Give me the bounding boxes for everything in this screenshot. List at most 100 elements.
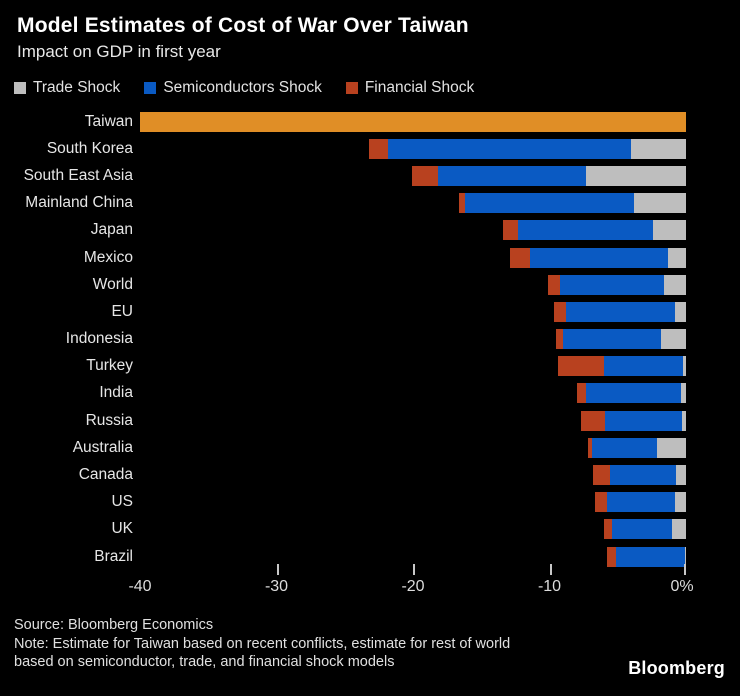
category-label: Australia xyxy=(72,438,133,456)
bar-segment-semiconductors xyxy=(437,165,587,186)
chart-row: Canada xyxy=(0,461,740,488)
bar-segment-taiwan-estimate xyxy=(140,111,686,132)
category-label: Mexico xyxy=(83,248,133,266)
category-label: UK xyxy=(111,520,133,538)
category-label: Canada xyxy=(78,466,133,484)
chart-rows: Taiwan South Korea South East Asia Mainland… xyxy=(0,108,740,570)
axis-tick-label: -10 xyxy=(537,578,562,596)
chart-row: EU xyxy=(0,298,740,325)
chart-row: Brazil xyxy=(0,543,740,570)
note-line-2: based on semiconductor, trade, and finan… xyxy=(14,654,395,671)
bar-segment-trade xyxy=(657,437,686,458)
bar-segment-financial xyxy=(548,274,561,295)
bar-segment-trade xyxy=(586,165,686,186)
chart-subtitle: Impact on GDP in first year xyxy=(17,42,221,61)
semiconductors-shock-swatch-icon xyxy=(144,82,157,94)
chart-row: UK xyxy=(0,516,740,543)
bar-segment-financial xyxy=(411,165,438,186)
chart-row: South Korea xyxy=(0,135,740,162)
category-label: Russia xyxy=(85,411,133,429)
bar-segment-semiconductors xyxy=(606,492,676,513)
bar-segment-financial xyxy=(580,410,606,431)
bar-segment-trade xyxy=(684,546,686,567)
bar-segment-semiconductors xyxy=(518,220,654,241)
bar-segment-trade xyxy=(680,383,686,404)
bar-track xyxy=(140,489,686,516)
chart-row: Japan xyxy=(0,217,740,244)
axis-tick-label: -40 xyxy=(128,578,152,596)
bar-track xyxy=(140,407,686,434)
note-line-1: Note: Estimate for Taiwan based on recen… xyxy=(14,635,511,652)
bar-segment-trade xyxy=(661,329,686,350)
bar-segment-financial xyxy=(594,492,607,513)
chart-row: India xyxy=(0,380,740,407)
bar-segment-financial xyxy=(509,247,531,268)
category-label: Indonesia xyxy=(65,330,133,348)
bar-track xyxy=(140,298,686,325)
category-label: Brazil xyxy=(94,547,133,565)
bar-track xyxy=(140,271,686,298)
bar-segment-semiconductors xyxy=(530,247,669,268)
bar-segment-trade xyxy=(683,356,686,377)
bar-segment-trade xyxy=(631,138,686,159)
bar-segment-semiconductors xyxy=(591,437,658,458)
category-label: Turkey xyxy=(86,357,133,375)
bar-chart: Taiwan South Korea South East Asia Mainland… xyxy=(0,108,740,600)
bar-segment-semiconductors xyxy=(464,193,635,214)
bar-track xyxy=(140,461,686,488)
category-label: US xyxy=(111,493,133,511)
bar-segment-semiconductors xyxy=(560,274,665,295)
chart-row: Australia xyxy=(0,434,740,461)
category-label: India xyxy=(99,384,133,402)
legend-label-trade: Trade Shock xyxy=(33,79,121,96)
bar-track xyxy=(140,108,686,135)
axis-tick-label: 0% xyxy=(670,578,694,596)
bar-segment-trade xyxy=(664,274,686,295)
bar-track xyxy=(140,326,686,353)
bar-segment-trade xyxy=(675,301,686,322)
bar-segment-financial xyxy=(369,138,389,159)
chart-row: US xyxy=(0,489,740,516)
bar-segment-semiconductors xyxy=(565,301,676,322)
bar-segment-semiconductors xyxy=(586,383,681,404)
legend-label-financial: Financial Shock xyxy=(364,79,475,96)
axis-tick-mark xyxy=(684,564,686,576)
bar-segment-trade xyxy=(668,247,686,268)
bar-segment-trade xyxy=(634,193,686,214)
category-label: South East Asia xyxy=(23,166,133,184)
bar-segment-financial xyxy=(587,437,592,458)
bar-segment-financial xyxy=(503,220,519,241)
chart-row: Russia xyxy=(0,407,740,434)
category-label: World xyxy=(92,275,133,293)
bar-segment-financial xyxy=(557,356,605,377)
chart-row: World xyxy=(0,271,740,298)
source-text: Source: Bloomberg Economics xyxy=(14,617,214,634)
financial-shock-swatch-icon xyxy=(345,82,358,94)
chart-title: Model Estimates of Cost of War Over Taiw… xyxy=(17,14,469,37)
bar-segment-trade xyxy=(675,492,686,513)
axis-tick-mark xyxy=(549,564,552,576)
axis-tick-label: -20 xyxy=(401,578,425,596)
chart-row: Taiwan xyxy=(0,108,740,135)
chart-row: Mainland China xyxy=(0,190,740,217)
category-label: Taiwan xyxy=(84,112,133,130)
footer: Source: Bloomberg Economics Note: Estima… xyxy=(14,616,740,672)
legend-label-semiconductors: Semiconductors Shock xyxy=(163,79,322,96)
bar-segment-semiconductors xyxy=(612,519,673,540)
bar-track xyxy=(140,162,686,189)
bar-segment-semiconductors xyxy=(604,356,684,377)
bar-segment-trade xyxy=(672,519,686,540)
bar-segment-financial xyxy=(604,519,613,540)
category-label: Mainland China xyxy=(25,194,133,212)
legend-item-financial: Financial Shock xyxy=(345,79,475,97)
bar-segment-semiconductors xyxy=(563,329,662,350)
bar-track xyxy=(140,217,686,244)
bar-segment-trade xyxy=(653,220,686,241)
bar-track xyxy=(140,380,686,407)
bar-segment-financial xyxy=(459,193,465,214)
category-label: EU xyxy=(111,302,133,320)
axis-tick-mark xyxy=(276,564,279,576)
bar-track xyxy=(140,190,686,217)
bar-segment-financial xyxy=(606,546,617,567)
bar-segment-financial xyxy=(576,383,587,404)
